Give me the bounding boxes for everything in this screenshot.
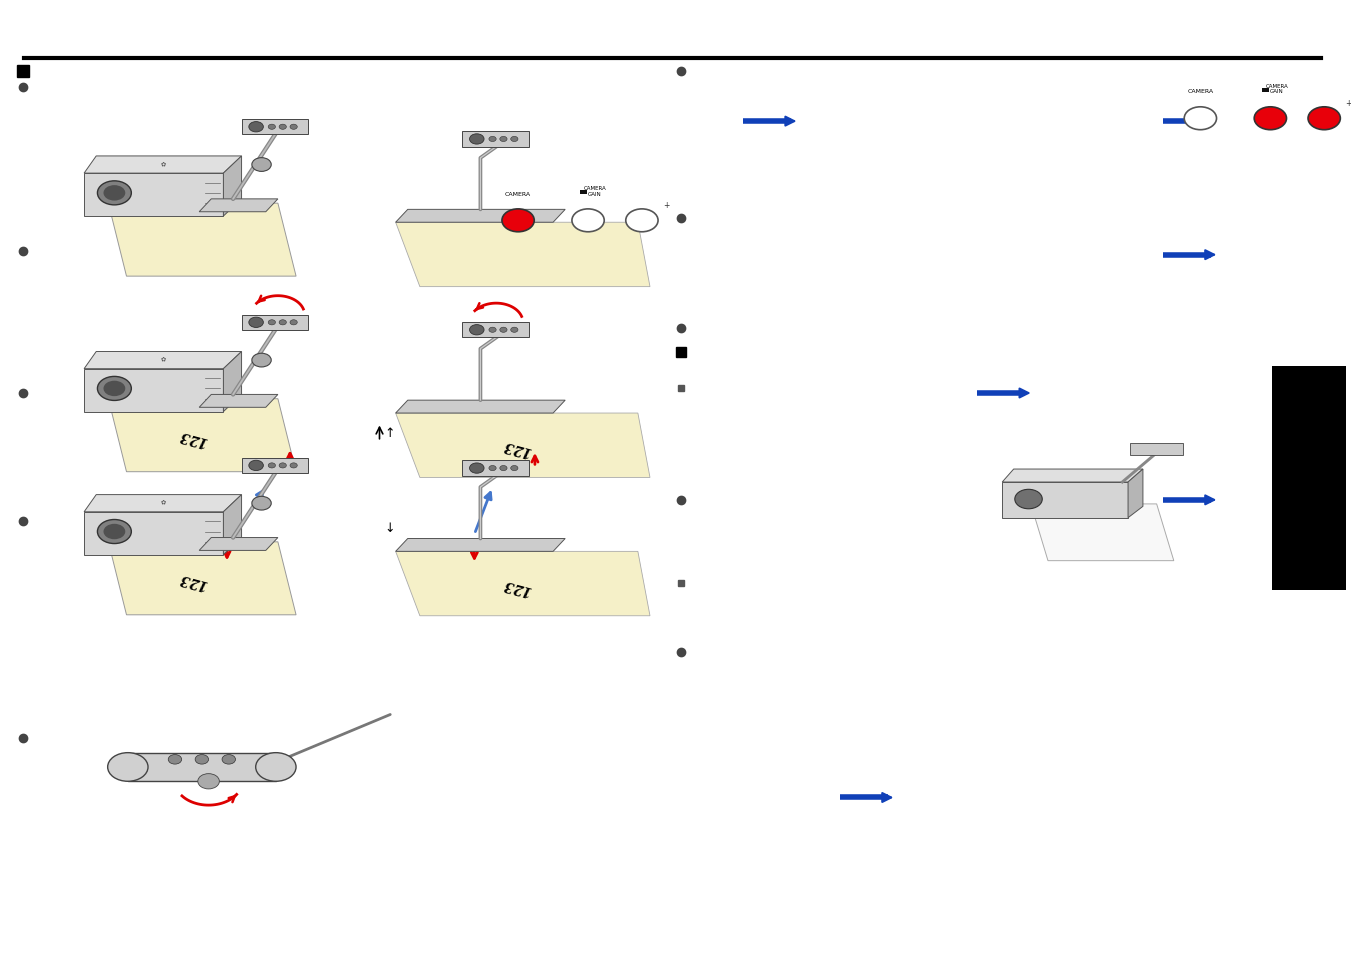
Circle shape <box>269 320 276 326</box>
Circle shape <box>470 325 484 335</box>
Text: ✿: ✿ <box>161 500 165 505</box>
Polygon shape <box>242 315 308 331</box>
Circle shape <box>104 186 126 201</box>
Polygon shape <box>84 174 223 216</box>
Text: 123: 123 <box>501 437 532 458</box>
Polygon shape <box>462 132 528 148</box>
Text: 123: 123 <box>177 570 209 592</box>
Polygon shape <box>462 323 528 338</box>
Polygon shape <box>242 120 308 135</box>
Polygon shape <box>84 496 242 513</box>
Text: ✿: ✿ <box>161 162 165 167</box>
Polygon shape <box>223 157 242 216</box>
Polygon shape <box>396 552 650 617</box>
Text: 123: 123 <box>177 427 209 449</box>
Polygon shape <box>396 223 650 288</box>
FancyBboxPatch shape <box>1271 367 1346 591</box>
Text: CAMERA
GAIN: CAMERA GAIN <box>1266 84 1289 94</box>
Polygon shape <box>84 157 242 174</box>
Circle shape <box>169 755 181 764</box>
Circle shape <box>269 125 276 131</box>
Circle shape <box>511 328 517 333</box>
Circle shape <box>195 755 208 764</box>
Circle shape <box>97 182 131 206</box>
Circle shape <box>290 125 297 131</box>
Polygon shape <box>1131 444 1183 456</box>
Polygon shape <box>1002 470 1143 482</box>
Polygon shape <box>223 353 242 412</box>
Polygon shape <box>199 200 278 213</box>
Circle shape <box>503 210 534 233</box>
Polygon shape <box>108 204 296 276</box>
Circle shape <box>290 320 297 326</box>
Circle shape <box>290 463 297 469</box>
Text: ✿: ✿ <box>161 357 165 362</box>
Circle shape <box>251 354 272 368</box>
Circle shape <box>470 134 484 145</box>
Circle shape <box>470 463 484 474</box>
Circle shape <box>249 317 263 328</box>
Circle shape <box>1015 490 1042 509</box>
Circle shape <box>500 137 507 142</box>
Polygon shape <box>108 542 296 616</box>
Circle shape <box>108 753 149 781</box>
Text: ↑: ↑ <box>385 426 396 439</box>
Text: ↓: ↓ <box>385 521 396 535</box>
Text: CAMERA: CAMERA <box>1188 90 1213 94</box>
Polygon shape <box>199 537 278 551</box>
Text: CAMERA
GAIN: CAMERA GAIN <box>584 186 607 196</box>
Circle shape <box>500 328 507 333</box>
Circle shape <box>489 328 496 333</box>
Circle shape <box>1185 108 1216 131</box>
Polygon shape <box>462 461 528 476</box>
Circle shape <box>97 377 131 401</box>
Polygon shape <box>1031 504 1174 561</box>
Circle shape <box>489 137 496 142</box>
Bar <box>580 191 586 194</box>
Circle shape <box>255 753 296 781</box>
Polygon shape <box>1002 482 1128 518</box>
Polygon shape <box>84 353 242 370</box>
Circle shape <box>249 122 263 132</box>
Bar <box>1262 89 1269 92</box>
Circle shape <box>511 466 517 471</box>
Circle shape <box>626 210 658 233</box>
Polygon shape <box>108 399 296 473</box>
Circle shape <box>197 774 219 789</box>
Circle shape <box>1308 108 1340 131</box>
Polygon shape <box>396 414 650 478</box>
Polygon shape <box>396 539 565 552</box>
Circle shape <box>251 158 272 172</box>
Circle shape <box>249 460 263 471</box>
Circle shape <box>280 125 286 131</box>
Polygon shape <box>128 753 276 781</box>
Polygon shape <box>1128 470 1143 518</box>
Polygon shape <box>396 401 565 414</box>
Circle shape <box>571 210 604 233</box>
Circle shape <box>251 497 272 511</box>
Polygon shape <box>199 395 278 408</box>
Polygon shape <box>223 496 242 555</box>
Circle shape <box>1254 108 1286 131</box>
Polygon shape <box>396 211 565 223</box>
Text: +: + <box>663 200 669 210</box>
Polygon shape <box>242 458 308 474</box>
Circle shape <box>500 466 507 471</box>
Circle shape <box>222 755 235 764</box>
Text: +: + <box>1346 98 1351 108</box>
Circle shape <box>489 466 496 471</box>
Circle shape <box>269 463 276 469</box>
Circle shape <box>104 524 126 539</box>
Circle shape <box>97 520 131 544</box>
Polygon shape <box>84 370 223 412</box>
Polygon shape <box>84 513 223 555</box>
Circle shape <box>511 137 517 142</box>
Circle shape <box>104 381 126 396</box>
Circle shape <box>280 463 286 469</box>
Circle shape <box>280 320 286 326</box>
Text: CAMERA: CAMERA <box>505 192 531 196</box>
Text: 123: 123 <box>501 576 532 597</box>
